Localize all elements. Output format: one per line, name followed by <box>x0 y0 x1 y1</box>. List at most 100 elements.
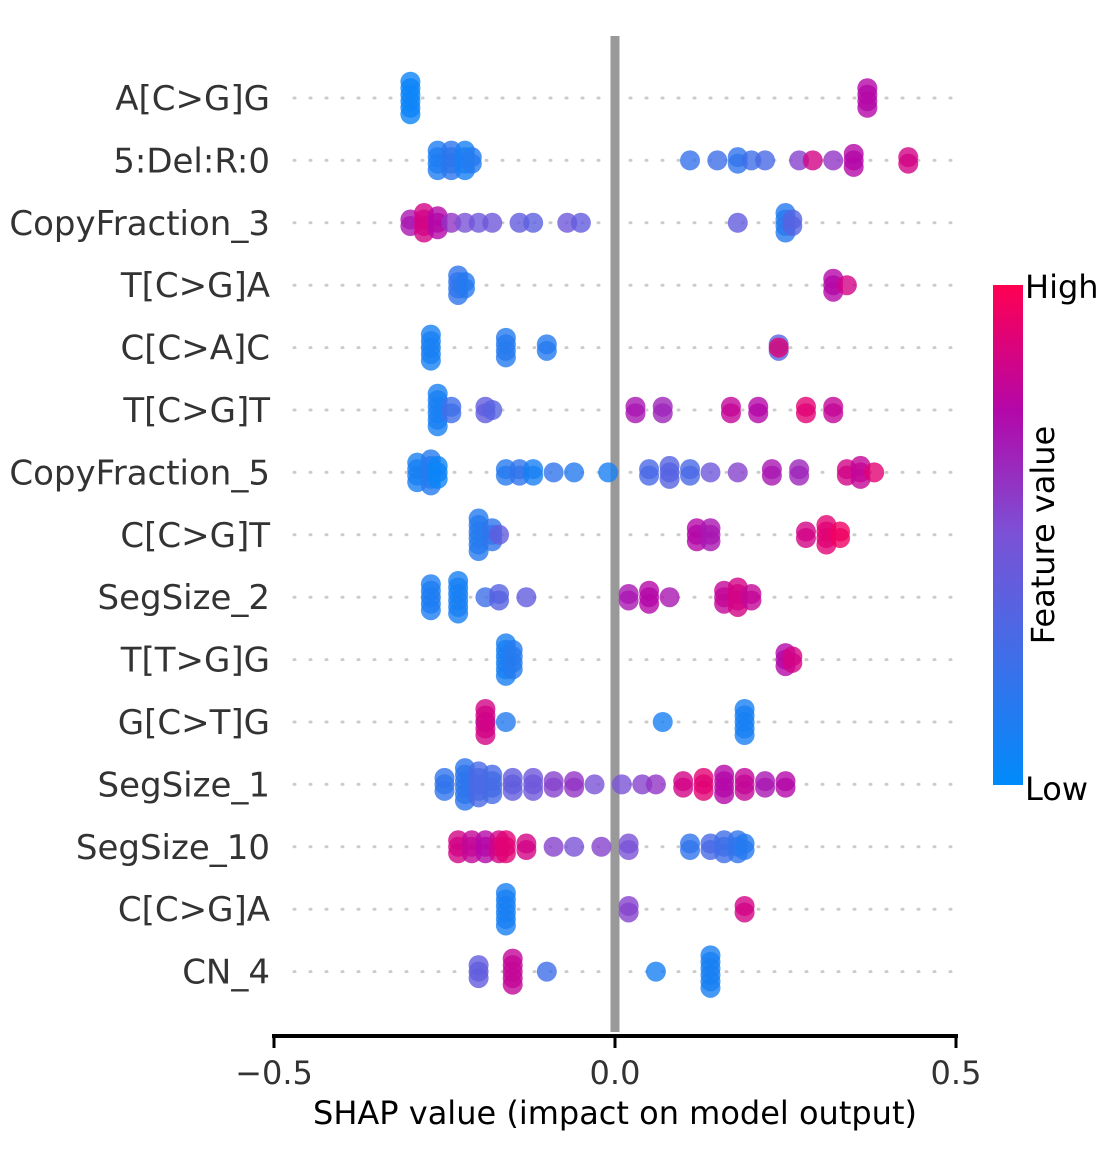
data-point <box>489 524 510 545</box>
feature-label: C[C>G]A <box>118 890 270 930</box>
data-point <box>502 659 523 680</box>
data-point <box>495 843 516 864</box>
feature-label: CN_4 <box>182 953 270 993</box>
data-point <box>823 403 844 424</box>
feature-label: T[C>G]A <box>120 266 270 306</box>
data-point <box>502 780 523 801</box>
colorbar: High Low Feature value <box>993 268 1099 808</box>
feature-label: T[T>G]G <box>120 641 270 681</box>
x-axis: −0.5 0.0 0.5 <box>235 1034 982 1092</box>
data-point <box>639 593 660 614</box>
data-point <box>652 403 673 424</box>
data-point <box>680 840 701 861</box>
data-point <box>625 403 646 424</box>
data-point <box>755 150 776 171</box>
data-point <box>454 278 475 299</box>
data-point <box>782 216 803 237</box>
data-point <box>543 777 564 798</box>
data-point <box>441 403 462 424</box>
data-point <box>618 902 639 923</box>
data-point <box>755 777 776 798</box>
data-point <box>680 150 701 171</box>
data-point <box>734 725 755 745</box>
data-point <box>673 777 694 798</box>
data-point <box>502 974 523 995</box>
data-point <box>475 725 496 745</box>
x-tick-label: −0.5 <box>235 1054 313 1092</box>
data-point <box>591 836 612 857</box>
data-point <box>727 462 748 483</box>
data-point <box>707 150 728 171</box>
data-point <box>795 528 816 549</box>
feature-label: C[C>A]C <box>121 329 271 369</box>
data-point <box>618 590 639 611</box>
data-point <box>489 590 510 611</box>
feature-label: C[C>G]T <box>120 516 270 556</box>
data-point <box>857 97 878 118</box>
data-point <box>700 531 721 552</box>
data-point <box>734 902 755 923</box>
data-point <box>543 462 564 483</box>
data-point <box>693 780 714 801</box>
data-point <box>734 780 755 801</box>
feature-label: G[C>T]G <box>118 703 270 743</box>
data-point <box>482 212 503 233</box>
data-point <box>700 462 721 483</box>
colorbar-title: Feature value <box>1024 426 1062 645</box>
data-point <box>420 350 441 371</box>
data-point <box>864 462 885 483</box>
data-point <box>420 600 441 621</box>
feature-label: 5:Del:R:0 <box>113 141 270 181</box>
data-point <box>898 153 919 174</box>
data-point <box>564 777 585 798</box>
data-point <box>482 784 503 805</box>
data-point <box>482 400 503 420</box>
x-tick-label: 0.0 <box>590 1054 641 1092</box>
data-point <box>768 337 789 358</box>
data-point <box>543 836 564 857</box>
colorbar-low-label: Low <box>1025 770 1088 808</box>
colorbar-high-label: High <box>1025 268 1099 306</box>
feature-label: SegSize_10 <box>76 828 270 868</box>
data-point <box>495 915 516 936</box>
data-point <box>782 652 803 673</box>
data-point <box>761 465 782 486</box>
data-point <box>727 212 748 233</box>
feature-label: SegSize_1 <box>97 765 270 805</box>
data-point <box>741 590 762 611</box>
data-point <box>468 968 489 989</box>
feature-label: CopyFraction_5 <box>9 453 270 493</box>
data-point <box>700 977 721 998</box>
data-point <box>830 528 851 549</box>
data-point <box>645 961 666 982</box>
data-point <box>461 153 482 174</box>
data-point <box>427 416 448 437</box>
data-point <box>775 777 796 798</box>
data-point <box>720 403 741 424</box>
data-point <box>564 462 585 483</box>
data-point <box>536 340 557 361</box>
data-point <box>448 603 469 624</box>
data-point <box>516 587 537 608</box>
data-point <box>495 712 516 732</box>
data-point <box>516 840 537 861</box>
data-point <box>823 150 844 171</box>
data-point <box>570 212 591 233</box>
feature-label: CopyFraction_3 <box>9 204 270 244</box>
data-point <box>618 840 639 861</box>
x-tick-label: 0.5 <box>931 1054 982 1092</box>
x-axis-title: SHAP value (impact on model output) <box>313 1094 917 1132</box>
feature-label: T[C>G]T <box>122 391 270 431</box>
data-point <box>748 403 769 424</box>
data-point <box>652 712 673 732</box>
data-point <box>523 465 544 486</box>
data-point <box>836 275 857 296</box>
data-point <box>659 468 680 489</box>
data-point <box>680 465 701 486</box>
data-point <box>789 465 810 486</box>
data-point <box>611 774 632 795</box>
data-point <box>523 780 544 801</box>
data-point <box>400 104 421 125</box>
data-point <box>802 150 823 171</box>
